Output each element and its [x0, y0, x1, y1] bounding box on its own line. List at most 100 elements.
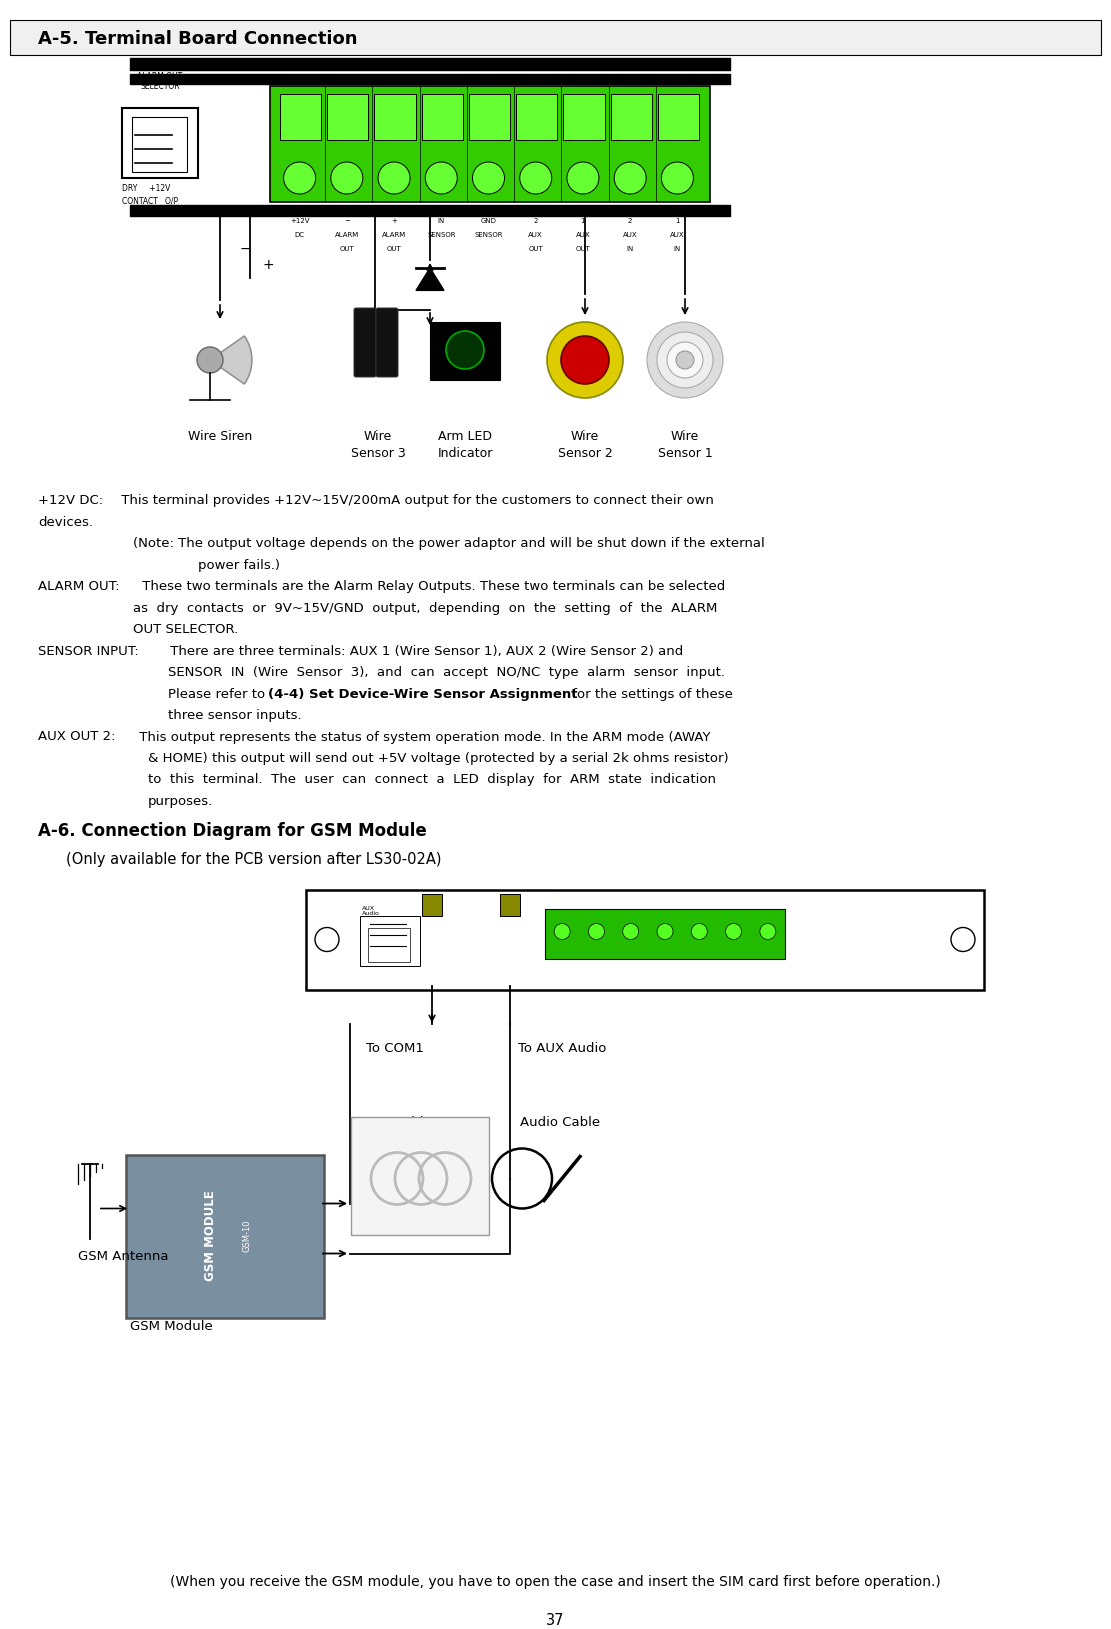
- Text: as  dry  contacts  or  9V~15V/GND  output,  depending  on  the  setting  of  the: as dry contacts or 9V~15V/GND output, de…: [133, 601, 718, 614]
- Text: (Note: The output voltage depends on the power adaptor and will be shut down if : (Note: The output voltage depends on the…: [133, 538, 764, 551]
- Text: AUX: AUX: [623, 231, 638, 238]
- Text: DC: DC: [294, 231, 304, 238]
- Circle shape: [331, 161, 363, 194]
- FancyBboxPatch shape: [563, 94, 604, 140]
- Text: AUX
Audio: AUX Audio: [362, 906, 380, 915]
- Text: +12V DC:: +12V DC:: [38, 494, 103, 507]
- FancyBboxPatch shape: [270, 86, 710, 202]
- Circle shape: [197, 347, 223, 373]
- Text: Wire
Sensor 3: Wire Sensor 3: [351, 430, 406, 459]
- Circle shape: [472, 161, 504, 194]
- Text: IN: IN: [627, 246, 633, 252]
- FancyBboxPatch shape: [546, 909, 785, 958]
- FancyBboxPatch shape: [351, 1116, 489, 1235]
- Text: (Only available for the PCB version after LS30-02A): (Only available for the PCB version afte…: [66, 852, 441, 867]
- Text: To COM1: To COM1: [367, 1041, 424, 1054]
- FancyBboxPatch shape: [354, 308, 376, 376]
- Circle shape: [446, 331, 484, 370]
- Circle shape: [561, 336, 609, 384]
- Text: COM1 Cable: COM1 Cable: [350, 1116, 432, 1129]
- Text: This output represents the status of system operation mode. In the ARM mode (AWA: This output represents the status of sys…: [136, 730, 711, 743]
- Circle shape: [951, 927, 975, 951]
- Circle shape: [554, 924, 570, 940]
- Circle shape: [316, 927, 339, 951]
- Circle shape: [614, 161, 647, 194]
- Circle shape: [657, 924, 673, 940]
- Text: Wire
Sensor 2: Wire Sensor 2: [558, 430, 612, 459]
- FancyBboxPatch shape: [132, 117, 187, 173]
- FancyBboxPatch shape: [10, 20, 1101, 55]
- Text: OUT: OUT: [529, 246, 543, 252]
- Text: Wire Siren: Wire Siren: [188, 430, 252, 443]
- Text: AUX: AUX: [575, 231, 590, 238]
- Circle shape: [661, 161, 693, 194]
- Circle shape: [547, 323, 623, 397]
- Text: Please refer to: Please refer to: [168, 687, 269, 700]
- FancyBboxPatch shape: [306, 889, 984, 989]
- Text: AUX: AUX: [670, 231, 684, 238]
- Text: ALARM OUT
SELECTOR: ALARM OUT SELECTOR: [138, 72, 182, 91]
- Circle shape: [520, 161, 552, 194]
- Text: −: −: [344, 218, 350, 225]
- Text: OUT SELECTOR.: OUT SELECTOR.: [133, 622, 238, 635]
- Text: 37: 37: [547, 1613, 564, 1627]
- Text: −: −: [239, 243, 251, 256]
- FancyBboxPatch shape: [422, 94, 463, 140]
- Text: A-6. Connection Diagram for GSM Module: A-6. Connection Diagram for GSM Module: [38, 821, 427, 839]
- Text: +12V: +12V: [290, 218, 309, 225]
- Text: 2: 2: [533, 218, 538, 225]
- FancyBboxPatch shape: [430, 323, 500, 380]
- Text: for the settings of these: for the settings of these: [568, 687, 733, 700]
- Circle shape: [675, 350, 694, 370]
- FancyBboxPatch shape: [328, 94, 369, 140]
- Text: DRY     +12V: DRY +12V: [122, 184, 170, 192]
- Circle shape: [426, 161, 458, 194]
- Text: +: +: [262, 257, 273, 272]
- Text: AUX: AUX: [529, 231, 543, 238]
- Text: There are three terminals: AUX 1 (Wire Sensor 1), AUX 2 (Wire Sensor 2) and: There are three terminals: AUX 1 (Wire S…: [166, 645, 683, 658]
- FancyBboxPatch shape: [469, 94, 510, 140]
- Circle shape: [667, 342, 703, 378]
- Circle shape: [760, 924, 775, 940]
- Circle shape: [657, 332, 713, 388]
- Text: ALARM: ALARM: [382, 231, 407, 238]
- Text: power fails.): power fails.): [198, 559, 280, 572]
- FancyBboxPatch shape: [126, 1155, 324, 1318]
- Text: devices.: devices.: [38, 515, 93, 528]
- Circle shape: [589, 924, 604, 940]
- Text: OUT: OUT: [340, 246, 354, 252]
- Text: SENSOR: SENSOR: [474, 231, 503, 238]
- Text: +: +: [391, 218, 397, 225]
- Circle shape: [378, 161, 410, 194]
- Text: CONTACT   O/P: CONTACT O/P: [122, 195, 178, 205]
- Text: 1: 1: [581, 218, 585, 225]
- FancyBboxPatch shape: [611, 94, 652, 140]
- FancyBboxPatch shape: [368, 927, 410, 961]
- Text: A-5. Terminal Board Connection: A-5. Terminal Board Connection: [38, 29, 358, 47]
- Text: GSM MODULE: GSM MODULE: [203, 1191, 217, 1282]
- Circle shape: [622, 924, 639, 940]
- Text: Audio Cable: Audio Cable: [520, 1116, 600, 1129]
- Text: OUT: OUT: [387, 246, 401, 252]
- Text: IN: IN: [673, 246, 681, 252]
- Text: to  this  terminal.  The  user  can  connect  a  LED  display  for  ARM  state  : to this terminal. The user can connect a…: [148, 774, 715, 787]
- Circle shape: [691, 924, 708, 940]
- Text: IN: IN: [438, 218, 444, 225]
- Text: AUX OUT 2:: AUX OUT 2:: [38, 730, 116, 743]
- Text: GSM-10: GSM-10: [242, 1220, 251, 1253]
- Circle shape: [725, 924, 741, 940]
- Text: SENSOR: SENSOR: [427, 231, 456, 238]
- Text: These two terminals are the Alarm Relay Outputs. These two terminals can be sele: These two terminals are the Alarm Relay …: [138, 580, 725, 593]
- Text: 2: 2: [628, 218, 632, 225]
- Circle shape: [283, 161, 316, 194]
- Text: This terminal provides +12V~15V/200mA output for the customers to connect their : This terminal provides +12V~15V/200mA ou…: [117, 494, 714, 507]
- Polygon shape: [416, 269, 444, 290]
- FancyBboxPatch shape: [374, 94, 416, 140]
- Circle shape: [567, 161, 599, 194]
- Text: To AUX Audio: To AUX Audio: [518, 1041, 607, 1054]
- FancyBboxPatch shape: [658, 94, 699, 140]
- Text: & HOME) this output will send out +5V voltage (protected by a serial 2k ohms res: & HOME) this output will send out +5V vo…: [148, 753, 729, 766]
- Circle shape: [647, 323, 723, 397]
- Text: purposes.: purposes.: [148, 795, 213, 808]
- FancyBboxPatch shape: [360, 915, 420, 966]
